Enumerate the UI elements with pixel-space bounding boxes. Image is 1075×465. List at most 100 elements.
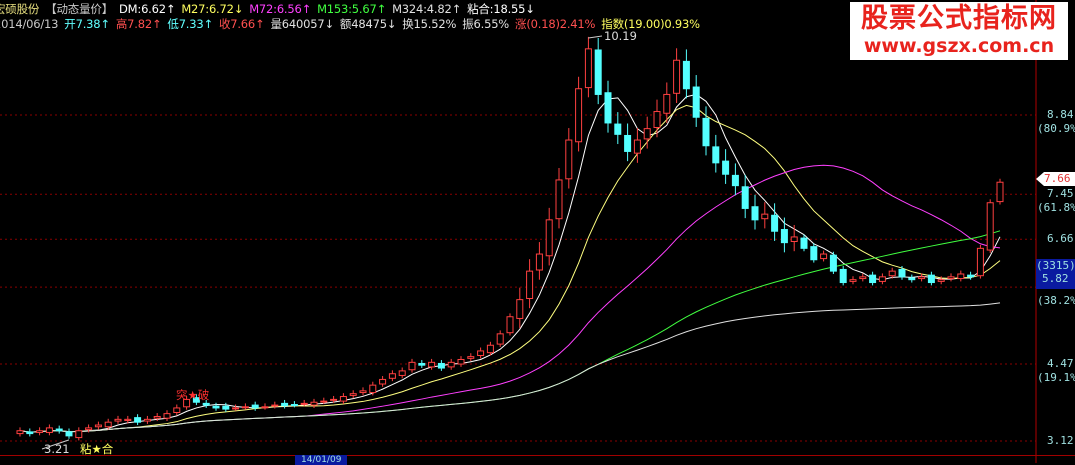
candle-up xyxy=(859,276,867,280)
candle-down xyxy=(192,397,200,403)
candle-up xyxy=(114,418,122,422)
candle-up xyxy=(349,393,357,396)
cursor-price: 5.82 xyxy=(1042,272,1069,285)
candle-down xyxy=(437,362,445,369)
candle-down xyxy=(202,402,210,406)
candle-down xyxy=(898,268,906,278)
candle-up xyxy=(820,253,828,260)
candle-up xyxy=(575,88,583,143)
header-field: M153:5.67↑ xyxy=(317,2,387,16)
quote-header: 2014/06/13 开7.38↑ 高7.82↑ 低7.33↑ 收7.66↑ 量64005… xyxy=(0,16,706,32)
candle-up xyxy=(85,427,93,431)
header-field: 粘合:18.55↓ xyxy=(467,2,535,16)
date-box: 14/01/09 xyxy=(295,455,348,465)
candle-up xyxy=(94,424,102,428)
candle-down xyxy=(967,274,975,278)
candle-up xyxy=(888,270,896,277)
header-field: 高7.82↑ xyxy=(115,17,162,31)
axis-label: (61.8%) xyxy=(1037,201,1075,215)
candle-up xyxy=(359,390,367,394)
axis-label: 8.84 xyxy=(1047,107,1074,121)
candle-up xyxy=(584,48,592,89)
header-field: 宏硕股份 xyxy=(0,2,40,16)
candle-up xyxy=(379,378,387,385)
candle-up xyxy=(947,276,955,280)
axis-label: 7.45 xyxy=(1047,187,1074,201)
candle-down xyxy=(829,254,837,272)
candle-down xyxy=(800,237,808,249)
candle-up xyxy=(45,427,53,433)
candle-up xyxy=(339,396,347,402)
candle-down xyxy=(712,146,720,164)
candle-up xyxy=(143,418,151,422)
axis-label: (80.9%) xyxy=(1037,121,1075,135)
candle-up xyxy=(153,415,161,419)
candle-up xyxy=(878,276,886,282)
candle-down xyxy=(290,404,298,407)
header-field: 量640057↓ xyxy=(270,17,334,31)
breakout-signal: 突★破 xyxy=(176,388,210,402)
candle-down xyxy=(26,431,34,435)
candle-down xyxy=(702,117,710,147)
candle-down xyxy=(927,274,935,284)
candle-down xyxy=(251,404,259,409)
candle-down xyxy=(594,49,602,95)
candle-up xyxy=(496,333,504,345)
header-field: 收7.66↑ xyxy=(218,17,265,31)
candle-up xyxy=(506,316,514,334)
candle-up xyxy=(663,93,671,114)
candle-up xyxy=(555,179,563,220)
candle-down xyxy=(692,86,700,118)
candle-down xyxy=(624,134,632,152)
candle-down xyxy=(418,362,426,366)
candle-up xyxy=(310,401,318,406)
candle-up xyxy=(937,279,945,282)
candle-down xyxy=(839,268,847,284)
candle-up xyxy=(408,361,416,371)
cursor-count: (3315) xyxy=(1036,259,1075,272)
axis-label: 6.66 xyxy=(1047,232,1074,246)
candle-down xyxy=(682,60,690,90)
axis-label: 4.47 xyxy=(1047,357,1074,371)
candle-up xyxy=(241,406,249,409)
candle-up xyxy=(957,273,965,280)
header-field: 换15.52% xyxy=(402,17,457,31)
axis-label: (38.2%) xyxy=(1037,294,1075,308)
candle-down xyxy=(810,246,818,261)
candle-down xyxy=(134,417,142,423)
axis-label: 3.12 xyxy=(1047,434,1074,447)
candle-up xyxy=(526,270,534,300)
header-field: M27:6.72↓ xyxy=(181,2,244,16)
time-axis-bar[interactable]: 14/01/09 xyxy=(0,455,1075,465)
candle-up xyxy=(467,356,475,359)
candle-up xyxy=(36,430,44,433)
candle-up xyxy=(643,128,651,140)
header-field: M324:4.82↑ xyxy=(392,2,462,16)
high-leader xyxy=(588,35,603,39)
candle-up xyxy=(173,407,181,414)
candle-up xyxy=(545,219,553,257)
candle-down xyxy=(281,402,289,407)
candle-up xyxy=(986,202,994,251)
candle-down xyxy=(614,123,622,135)
candle-up xyxy=(633,139,641,154)
header-field: 开7.38↑ xyxy=(64,17,110,31)
candle-down xyxy=(65,431,73,437)
candle-up xyxy=(104,421,112,428)
candle-down xyxy=(869,274,877,284)
header-field: M72:6.56↑ xyxy=(249,2,312,16)
candle-down xyxy=(604,92,612,124)
candle-down xyxy=(908,277,916,281)
candle-up xyxy=(653,111,661,129)
watermark-logo: 股票公式指标网 www.gszx.com.cn xyxy=(850,2,1068,60)
candle-up xyxy=(300,402,308,405)
candle-up xyxy=(388,373,396,379)
candle-up xyxy=(447,361,455,368)
candle-up xyxy=(565,139,573,180)
header-field: 振6.55% xyxy=(462,17,510,31)
current-price-tag: 7.66 xyxy=(1036,172,1075,186)
candle-down xyxy=(212,405,220,409)
low-label: 3.21 xyxy=(44,442,70,456)
candle-down xyxy=(771,214,779,232)
